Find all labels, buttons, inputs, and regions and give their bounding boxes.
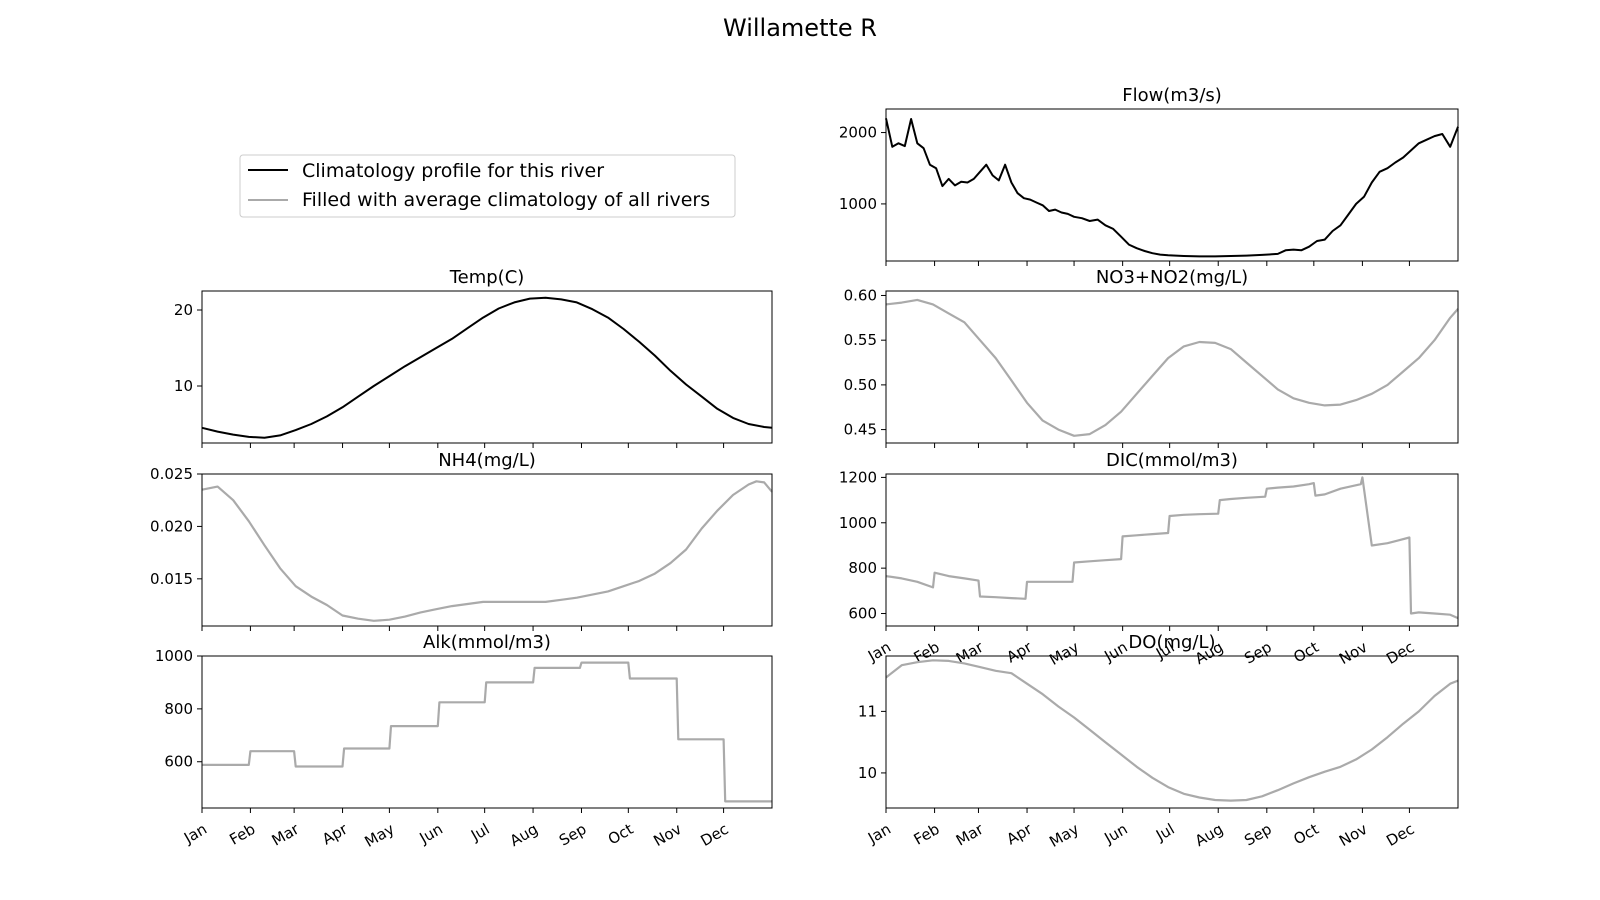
axes-frame-do <box>885 655 1459 809</box>
panel-title-no3: NO3+NO2(mg/L) <box>1096 267 1248 288</box>
x-tick-label-do-6: Jul <box>1152 820 1178 845</box>
x-tick-label-do-5: Jun <box>1100 820 1130 848</box>
series-line-dic-0 <box>885 476 1459 620</box>
series-line-do-0 <box>885 659 1459 802</box>
x-tick-label-do-0: Jan <box>864 820 894 848</box>
x-tick-label-do-1: Feb <box>911 820 943 849</box>
panel-flow: Flow(m3/s) 1000 2000 <box>839 85 1459 266</box>
y-tick-label-nh4-2: 0.025 <box>150 465 193 483</box>
y-tick-label-flow-0: 1000 <box>839 195 877 213</box>
y-tick-label-do-1: 11 <box>858 702 877 720</box>
y-tick-label-dic-0: 600 <box>848 605 877 623</box>
x-tick-label-do-4: May <box>1046 820 1082 851</box>
panel-title-temp: Temp(C) <box>449 267 525 288</box>
panel-no3: NO3+NO2(mg/L) 0.45 0.50 0.55 0.60 <box>844 267 1459 448</box>
y-tick-label-temp-0: 10 <box>174 377 193 395</box>
panel-nh4: NH4(mg/L) 0.015 0.020 0.025 <box>150 450 773 631</box>
y-tick-label-temp-1: 20 <box>174 301 193 319</box>
y-tick-label-no3-0: 0.45 <box>844 421 877 439</box>
legend: Climatology profile for this river Fille… <box>239 154 736 218</box>
y-tick-label-nh4-0: 0.015 <box>150 570 193 588</box>
y-tick-label-no3-1: 0.50 <box>844 376 877 394</box>
legend-label-filled: Filled with average climatology of all r… <box>302 189 710 211</box>
panels: Flow(m3/s) 1000 2000 Temp(C) 10 20 NO3+NO2(mg/… <box>150 85 1459 851</box>
x-tick-label-alk-3: Apr <box>319 819 351 848</box>
x-tick-label-alk-6: Jul <box>467 820 493 845</box>
legend-label-river: Climatology profile for this river <box>302 160 604 182</box>
x-tick-label-alk-9: Oct <box>605 820 637 849</box>
series-line-alk-0 <box>202 661 772 803</box>
series-line-flow-0 <box>885 118 1459 258</box>
y-tick-label-no3-3: 0.60 <box>844 286 877 304</box>
series-line-nh4-0 <box>201 480 773 622</box>
x-tick-label-alk-11: Dec <box>697 820 731 850</box>
x-tick-label-dic-3: Apr <box>1004 637 1036 666</box>
axes-frame-nh4 <box>201 473 773 627</box>
x-tick-label-dic-4: May <box>1046 638 1082 669</box>
figure-title: Willamette R <box>723 14 877 42</box>
panel-title-alk: Alk(mmol/m3) <box>423 632 551 653</box>
panel-title-do: DO(mg/L) <box>1128 632 1215 653</box>
x-tick-label-alk-2: Mar <box>269 819 303 849</box>
axes-frame-alk <box>201 655 773 809</box>
y-tick-label-alk-1: 800 <box>164 700 193 718</box>
x-tick-label-alk-10: Nov <box>650 820 684 850</box>
x-tick-label-dic-10: Nov <box>1336 638 1370 668</box>
axes-frame-no3 <box>885 290 1459 444</box>
panel-title-nh4: NH4(mg/L) <box>438 450 536 471</box>
panel-title-dic: DIC(mmol/m3) <box>1106 450 1238 471</box>
x-tick-label-do-7: Aug <box>1192 820 1226 850</box>
y-tick-label-alk-0: 600 <box>164 753 193 771</box>
x-tick-label-alk-1: Feb <box>226 820 258 849</box>
panel-alk: Alk(mmol/m3) 600 800 1000 Jan Feb Mar Apr May Jun… <box>155 632 773 851</box>
x-tick-label-do-9: Oct <box>1290 820 1322 849</box>
x-tick-label-alk-5: Jun <box>416 820 446 848</box>
x-tick-label-dic-9: Oct <box>1290 638 1322 667</box>
panel-title-flow: Flow(m3/s) <box>1122 85 1222 106</box>
panel-do: DO(mg/L) 10 11 Jan Feb Mar Apr May Jun Jul Aug Sep O… <box>858 632 1459 851</box>
x-tick-label-dic-0: Jan <box>864 638 894 666</box>
legend-frame <box>239 154 736 218</box>
axes-frame-temp <box>201 290 773 444</box>
y-tick-label-dic-3: 1200 <box>839 468 877 486</box>
x-tick-label-alk-0: Jan <box>180 820 210 848</box>
axes-frame-flow <box>885 108 1459 262</box>
y-tick-label-no3-2: 0.55 <box>844 331 877 349</box>
panel-temp: Temp(C) 10 20 <box>174 267 773 448</box>
y-tick-label-dic-2: 1000 <box>839 514 877 532</box>
y-tick-label-dic-1: 800 <box>848 559 877 577</box>
y-tick-label-flow-1: 2000 <box>839 124 877 142</box>
y-tick-label-nh4-1: 0.020 <box>150 517 193 535</box>
x-tick-label-do-10: Nov <box>1336 820 1370 850</box>
series-line-no3-0 <box>885 298 1459 437</box>
x-tick-label-dic-11: Dec <box>1383 638 1417 668</box>
x-tick-label-do-8: Sep <box>1241 820 1274 850</box>
y-tick-label-do-0: 10 <box>858 764 877 782</box>
axes-frame-dic <box>885 473 1459 627</box>
y-tick-label-alk-2: 1000 <box>155 647 193 665</box>
x-tick-label-alk-4: May <box>362 820 398 851</box>
x-tick-label-alk-7: Aug <box>507 820 541 850</box>
series-line-temp-0 <box>201 296 773 439</box>
x-tick-label-do-11: Dec <box>1383 820 1417 850</box>
x-tick-label-do-2: Mar <box>953 819 987 849</box>
x-tick-label-alk-8: Sep <box>556 820 589 850</box>
x-tick-label-dic-5: Jun <box>1100 638 1130 666</box>
x-tick-label-dic-8: Sep <box>1241 638 1274 668</box>
x-tick-label-do-3: Apr <box>1004 819 1036 848</box>
